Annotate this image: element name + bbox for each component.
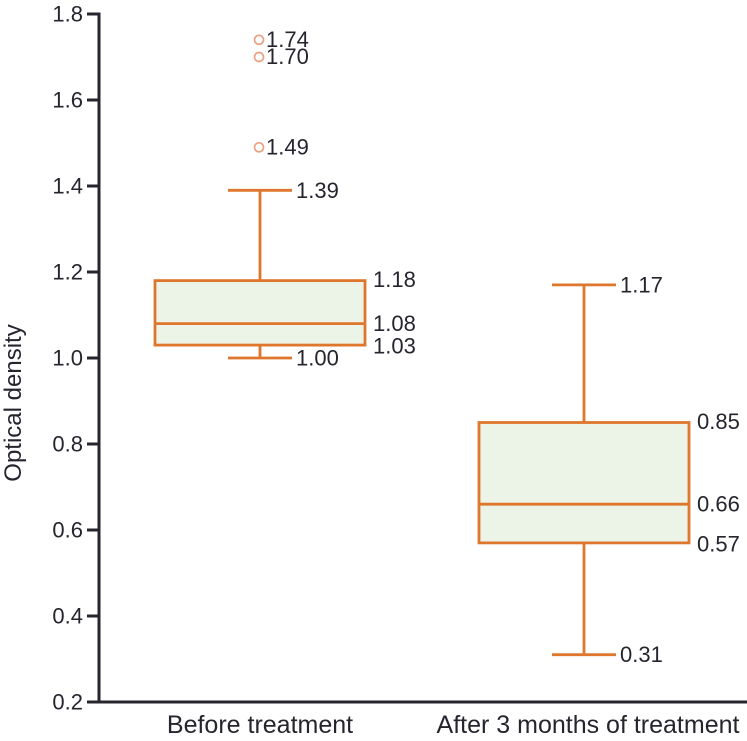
outlier-label: 1.70 [266,44,309,69]
y-tick-label: 0.4 [52,604,83,629]
iqr-box [153,279,367,347]
whisker-high-label: 1.17 [620,272,663,297]
y-tick-label: 1.4 [52,174,83,199]
y-axis-title: Optical density [0,324,27,481]
y-tick-label: 1.0 [52,346,83,371]
outlier-label: 1.74 [266,27,309,52]
outlier-point [253,34,265,46]
x-category-label-before: Before treatment [167,711,353,739]
y-tick-label: 0.8 [52,432,83,457]
outlier-point [253,141,265,153]
value-labels-layer: 1.39 1.00 1.18 1.081.03 1.49 1.701.74 1.17 0.31… [266,27,740,667]
y-tick-label: 0.2 [52,690,83,715]
whisker-low-label: 0.31 [620,642,663,667]
q1-label: 1.03 [373,334,416,359]
whisker-high-label: 1.39 [296,178,339,203]
outlier-point [253,51,265,63]
y-tick-label: 1.2 [52,260,83,285]
q3-label: 1.18 [373,267,416,292]
median-label: 1.08 [373,311,416,336]
y-tick-label: 0.6 [52,518,83,543]
whisker-low-label: 1.00 [296,346,339,371]
q3-label: 0.85 [697,409,740,434]
x-category-label-after: After 3 months of treatment [437,711,740,739]
y-tick-label: 1.8 [52,2,83,27]
outlier-label: 1.49 [266,134,309,159]
y-tick-label: 1.6 [52,88,83,113]
median-label: 0.66 [697,492,740,517]
q1-label: 0.57 [697,531,740,556]
iqr-box [477,421,691,545]
boxes-layer [153,34,691,657]
axes-layer: 0.2 0.4 0.6 0.8 1.0 1.2 1.4 1.6 1.8 [52,2,747,715]
